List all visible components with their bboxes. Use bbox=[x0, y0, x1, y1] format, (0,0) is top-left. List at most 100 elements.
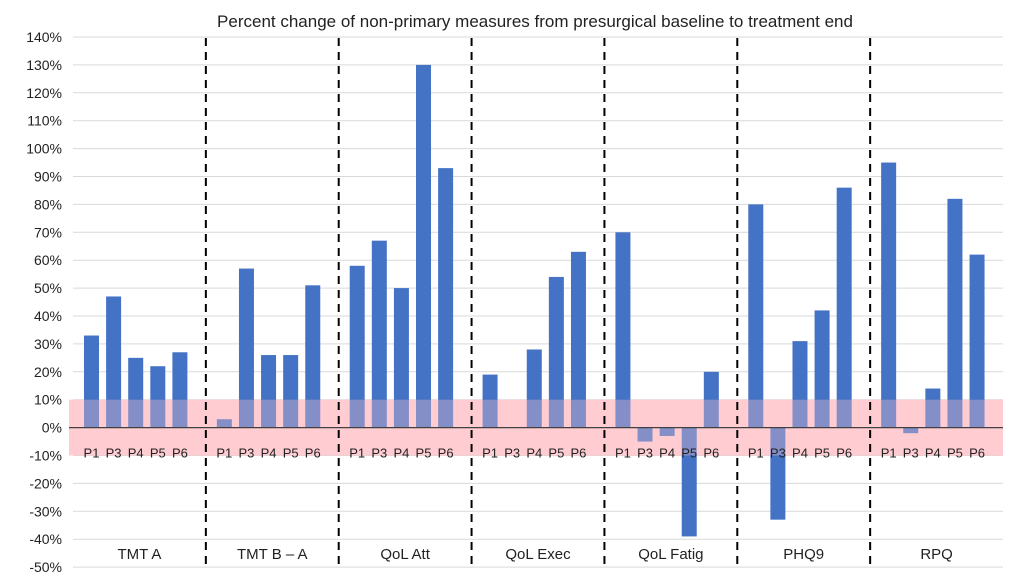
participant-label: P3 bbox=[770, 446, 786, 461]
group-label: RPQ bbox=[920, 546, 953, 563]
participant-label: P6 bbox=[305, 446, 321, 461]
bar bbox=[150, 366, 166, 428]
participant-label: P3 bbox=[239, 446, 255, 461]
group-dividers bbox=[204, 38, 872, 566]
chart-title: Percent change of non-primary measures f… bbox=[217, 12, 853, 31]
participant-label: P6 bbox=[172, 446, 188, 461]
y-tick-label: 120% bbox=[26, 85, 62, 101]
bar bbox=[903, 427, 919, 434]
participant-label: P1 bbox=[615, 446, 631, 461]
y-tick-label: 130% bbox=[26, 57, 62, 73]
bar bbox=[969, 254, 985, 428]
bar bbox=[637, 427, 653, 442]
group-label: QoL Att bbox=[380, 546, 430, 563]
group-labels: TMT A TMT B – A QoL Att QoL Exec QoL Fatig PH… bbox=[117, 546, 952, 563]
bar bbox=[570, 251, 586, 428]
bar bbox=[393, 288, 409, 428]
participant-label: P5 bbox=[283, 446, 299, 461]
bar bbox=[371, 240, 387, 428]
y-tick-label: 30% bbox=[34, 336, 62, 352]
y-tick-label: 80% bbox=[34, 196, 62, 212]
bar bbox=[482, 374, 498, 428]
participant-label: P3 bbox=[637, 446, 653, 461]
y-tick-label: 60% bbox=[34, 252, 62, 268]
bar bbox=[881, 162, 897, 428]
participant-label: P4 bbox=[526, 446, 542, 461]
bar bbox=[770, 427, 786, 520]
bar bbox=[836, 187, 852, 428]
y-tick-label: 70% bbox=[34, 224, 62, 240]
y-tick-label: 40% bbox=[34, 308, 62, 324]
participant-label: P1 bbox=[881, 446, 897, 461]
participant-label: P1 bbox=[748, 446, 764, 461]
y-tick-label: 90% bbox=[34, 169, 62, 185]
grid bbox=[73, 36, 1003, 568]
participant-label: P4 bbox=[792, 446, 808, 461]
y-tick-label: -10% bbox=[29, 448, 62, 464]
participant-label: P6 bbox=[703, 446, 719, 461]
bar bbox=[305, 285, 321, 428]
y-tick-label: -20% bbox=[29, 475, 62, 491]
participant-label: P5 bbox=[548, 446, 564, 461]
participant-label: P3 bbox=[903, 446, 919, 461]
bar bbox=[416, 64, 432, 428]
bar bbox=[238, 268, 254, 428]
group-label: PHQ9 bbox=[783, 546, 824, 563]
bar bbox=[947, 198, 963, 428]
participant-label: P6 bbox=[438, 446, 454, 461]
y-tick-label: -50% bbox=[29, 559, 62, 575]
group-label: TMT A bbox=[117, 546, 161, 563]
y-tick-label: 140% bbox=[26, 29, 62, 45]
y-tick-label: -30% bbox=[29, 503, 62, 519]
participant-label: P1 bbox=[216, 446, 232, 461]
bar bbox=[128, 357, 144, 428]
group-label: TMT B – A bbox=[237, 546, 308, 563]
bar bbox=[748, 204, 764, 428]
bar bbox=[84, 335, 99, 428]
bar bbox=[261, 355, 277, 428]
y-tick-label: -40% bbox=[29, 531, 62, 547]
bar bbox=[438, 168, 454, 428]
participant-label: P4 bbox=[128, 446, 144, 461]
group-label: QoL Fatig bbox=[638, 546, 703, 563]
bar bbox=[283, 355, 299, 428]
bar bbox=[814, 310, 830, 428]
y-tick-label: 20% bbox=[34, 364, 62, 380]
participant-label: P5 bbox=[947, 446, 963, 461]
participant-label: P4 bbox=[393, 446, 409, 461]
participant-label: P6 bbox=[571, 446, 587, 461]
participant-label: P5 bbox=[150, 446, 166, 461]
participant-label: P4 bbox=[659, 446, 675, 461]
bar bbox=[792, 341, 808, 428]
y-tick-label: 50% bbox=[34, 280, 62, 296]
bar bbox=[548, 276, 564, 428]
bar bbox=[681, 427, 697, 537]
bar bbox=[703, 371, 719, 428]
bar bbox=[349, 265, 365, 428]
participant-label: P6 bbox=[969, 446, 985, 461]
participant-label: P3 bbox=[504, 446, 520, 461]
participant-label: P4 bbox=[261, 446, 277, 461]
bar bbox=[659, 427, 675, 436]
bars bbox=[69, 64, 1003, 537]
bar bbox=[615, 232, 631, 428]
y-tick-label: 110% bbox=[27, 113, 62, 129]
participant-label: P3 bbox=[106, 446, 122, 461]
participant-labels: P1 P3 P4 P5 P6 P1 P3 P4 P5 P6 P1 P3 P4 P5 P6 P1 P3 P4 P5 P6… bbox=[84, 446, 985, 461]
bar bbox=[925, 388, 941, 428]
participant-label: P4 bbox=[925, 446, 941, 461]
participant-label: P5 bbox=[814, 446, 830, 461]
group-label: QoL Exec bbox=[505, 546, 571, 563]
participant-label: P6 bbox=[836, 446, 852, 461]
participant-label: P1 bbox=[84, 446, 100, 461]
bar bbox=[172, 352, 188, 428]
y-tick-label: 10% bbox=[34, 392, 62, 408]
participant-label: P5 bbox=[416, 446, 432, 461]
participant-label: P1 bbox=[349, 446, 365, 461]
y-tick-label: 0% bbox=[42, 420, 62, 436]
participant-label: P1 bbox=[482, 446, 498, 461]
bar bbox=[526, 349, 542, 428]
y-axis-ticks: 140% 130% 120% 110% 100% 90% 80% 70% 60% 50% 40% 30… bbox=[26, 29, 62, 575]
participant-label: P5 bbox=[681, 446, 697, 461]
